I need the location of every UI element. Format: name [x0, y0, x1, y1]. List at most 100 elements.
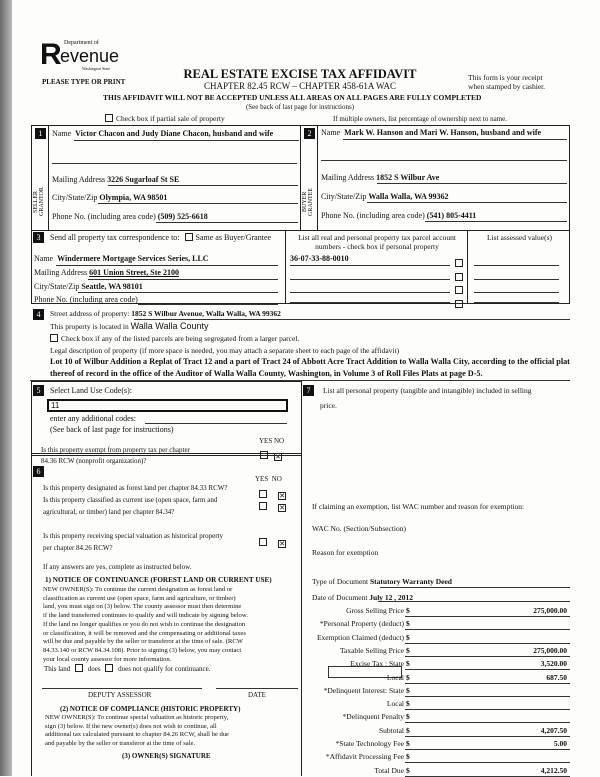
tax-row-label: Exemption Claimed (deduct)	[316, 632, 404, 642]
segregated-checkbox[interactable]	[50, 334, 58, 342]
tax-row-value[interactable]: 275,000.00	[533, 645, 567, 655]
notice-line: classification as current use (open spac…	[43, 594, 236, 602]
notice-line: your local county assessor for more info…	[43, 655, 172, 663]
partial-sale-checkbox[interactable]	[105, 114, 113, 122]
parcel-checkbox[interactable]	[455, 299, 463, 308]
qualify-continuance: This land does does not qualify for cont…	[44, 664, 211, 673]
tax-row-value[interactable]: 3,520.00	[540, 659, 567, 669]
tax-row-value[interactable]: 687.50	[546, 672, 567, 682]
current-use-no-checkbox[interactable]: ✕	[278, 504, 286, 512]
tax-row-value[interactable]: 4,212.50	[540, 765, 567, 775]
owner-signature-label: (3) OWNER(S) SIGNATURE	[122, 752, 211, 760]
dollar-sign: $	[406, 685, 410, 695]
section-1-number: 1	[35, 128, 46, 139]
current-use-question: Is this property classified as current u…	[43, 496, 218, 504]
historic-question: Is this property receiving special valua…	[43, 532, 224, 540]
form-title: REAL ESTATE EXCISE TAX AFFIDAVIT	[183, 67, 417, 81]
scan-edge	[0, 0, 12, 776]
dollar-sign: $	[406, 712, 410, 722]
date-label: DATE	[248, 691, 266, 699]
doc-type-field[interactable]: Type of Document Statutory Warranty Deed	[312, 577, 452, 586]
current-use-yes-checkbox[interactable]	[259, 502, 267, 510]
notice-line: land, you must sign on (3) below. The co…	[43, 603, 242, 611]
notice-line: additional tax calculated pursuant to ch…	[45, 731, 229, 738]
doc-date-field[interactable]: Date of Document July 12 , 2012	[312, 593, 414, 602]
legal-description[interactable]: Lot 10 of Wilbur Addition a Replat of Tr…	[50, 357, 570, 378]
seller-mail-field[interactable]: Mailing Address 3226 Sugarloaf St SE	[52, 175, 180, 184]
buyer-city-field[interactable]: City/State/Zip Walla Walla, WA 99362	[321, 192, 449, 201]
legal-description-label: Legal description of property (if more s…	[50, 346, 400, 355]
exempt-no-checkbox[interactable]: ✕	[274, 453, 282, 461]
logo-dept: Department of	[64, 40, 99, 46]
parcel-checkbox[interactable]	[455, 272, 463, 281]
same-as-buyer-label: Same as Buyer/Grantee	[195, 233, 272, 242]
current-use-question-cont: agricultural, or timber) land per chapte…	[43, 508, 175, 516]
county-field[interactable]: This property is located in Walla Walla …	[50, 321, 209, 331]
multiple-owners-note: If multiple owners, list percentage of o…	[333, 115, 507, 123]
deputy-assessor-label: DEPUTY ASSESSOR	[88, 691, 152, 699]
partial-sale[interactable]: Check box if partial sale of property	[102, 114, 225, 123]
section-6-number: 6	[33, 466, 44, 477]
personal-property-checkboxes[interactable]	[452, 255, 466, 309]
personal-property-label-cont: price.	[320, 401, 337, 410]
seller-name-field[interactable]: Name Victor Chacon and Judy Diane Chacon…	[52, 129, 274, 138]
tax-row-value[interactable]: 275,000.00	[533, 606, 567, 615]
street-address-field[interactable]: Street address of property: 1852 S Wilbu…	[50, 309, 281, 318]
notice-line: and payable by the seller or transferor …	[45, 739, 196, 747]
correspondence-phone-field[interactable]: Phone No. (including area code)	[34, 295, 138, 304]
partial-sale-label: Check box if partial sale of property	[116, 114, 225, 123]
wac-label[interactable]: WAC No. (Section/Subsection)	[312, 524, 406, 533]
dollar-sign: $	[406, 739, 410, 748]
notice-line: if the land transferred continues to qua…	[43, 612, 248, 620]
buyer-name-field[interactable]: Name Mark W. Hanson and Mari W. Hanson, …	[321, 128, 542, 137]
notice-continuance-title: 1) NOTICE OF CONTINUANCE (FOREST LAND OR…	[45, 576, 272, 584]
receipt-note-1: This form is your receipt	[468, 73, 543, 82]
forest-no-checkbox[interactable]: ✕	[278, 492, 286, 500]
yes-no-header: YES NO	[255, 475, 282, 483]
parcel-number[interactable]: 36-07-33-88-0010	[290, 254, 349, 263]
exemption-label: If claiming an exemption, list WAC numbe…	[312, 502, 525, 511]
dollar-sign: $	[406, 725, 410, 735]
dollar-sign: $	[406, 765, 410, 775]
does-checkbox[interactable]	[75, 664, 83, 672]
parcel-checkbox[interactable]	[455, 259, 463, 267]
seller-phone-field[interactable]: Phone No. (including area code) (509) 52…	[52, 212, 208, 221]
buyer-mail-field[interactable]: Mailing Address 1852 S Wilbur Ave	[321, 173, 440, 182]
dollar-sign: $	[406, 619, 410, 629]
local-rate-box[interactable]	[328, 666, 402, 678]
additional-codes-label: enter any additional codes:	[50, 414, 136, 423]
dollar-sign: $	[406, 699, 410, 709]
tax-correspondence-section	[31, 230, 570, 304]
parcel-checkbox[interactable]	[455, 286, 463, 294]
notice-line: NEW OWNER(S): To continue special valuat…	[45, 714, 229, 721]
tax-row-label: *Delinquent Penalty	[342, 712, 404, 722]
land-use-code-input[interactable]: 11	[47, 399, 288, 412]
reason-label[interactable]: Reason for exemption	[312, 548, 379, 557]
form-warning: THIS AFFIDAVIT WILL NOT BE ACCEPTED UNLE…	[103, 93, 482, 102]
buyer-phone-field[interactable]: Phone No. (including area code) (541) 80…	[321, 211, 477, 220]
correspondence-city-field[interactable]: City/State/Zip Seattle, WA 98101	[34, 282, 143, 291]
historic-no-checkbox[interactable]: ✕	[278, 540, 286, 548]
tax-row-value[interactable]: 5.00	[553, 739, 567, 748]
tax-row-value[interactable]: 4,207.50	[540, 725, 567, 735]
correspondence-name-field[interactable]: Name Windermere Mortgage Services Series…	[34, 254, 209, 263]
dollar-sign: $	[406, 645, 410, 655]
tax-row-label: Taxable Selling Price	[339, 645, 404, 655]
seller-city-field[interactable]: City/State/Zip Olympia, WA 98501	[52, 193, 168, 202]
section-2-number: 2	[304, 128, 315, 139]
tax-row-label: *State Technology Fee	[335, 739, 405, 748]
correspondence-mail-field[interactable]: Mailing Address 601 Union Street, Ste 21…	[34, 268, 179, 277]
tax-row-label: Subtotal	[378, 725, 404, 735]
does-not-checkbox[interactable]	[105, 664, 114, 672]
forest-yes-checkbox[interactable]	[259, 490, 267, 498]
historic-yes-checkbox[interactable]	[259, 538, 267, 546]
exempt-question: Is this property exempt from property ta…	[41, 446, 190, 454]
dollar-sign: $	[406, 632, 410, 642]
historic-question-cont: per chapter 84.26 RCW?	[43, 544, 113, 552]
tax-row-label: Local	[386, 672, 404, 682]
land-use-instructions: (See back of last page for instructions)	[50, 425, 174, 434]
assessed-value-header: List assessed value(s)	[487, 233, 552, 242]
notice-compliance-title: (2) NOTICE OF COMPLIANCE (HISTORIC PROPE…	[60, 705, 241, 713]
segregated-parcel[interactable]: Check box if any of the listed parcels a…	[47, 334, 299, 343]
same-as-buyer-checkbox[interactable]	[184, 233, 193, 241]
